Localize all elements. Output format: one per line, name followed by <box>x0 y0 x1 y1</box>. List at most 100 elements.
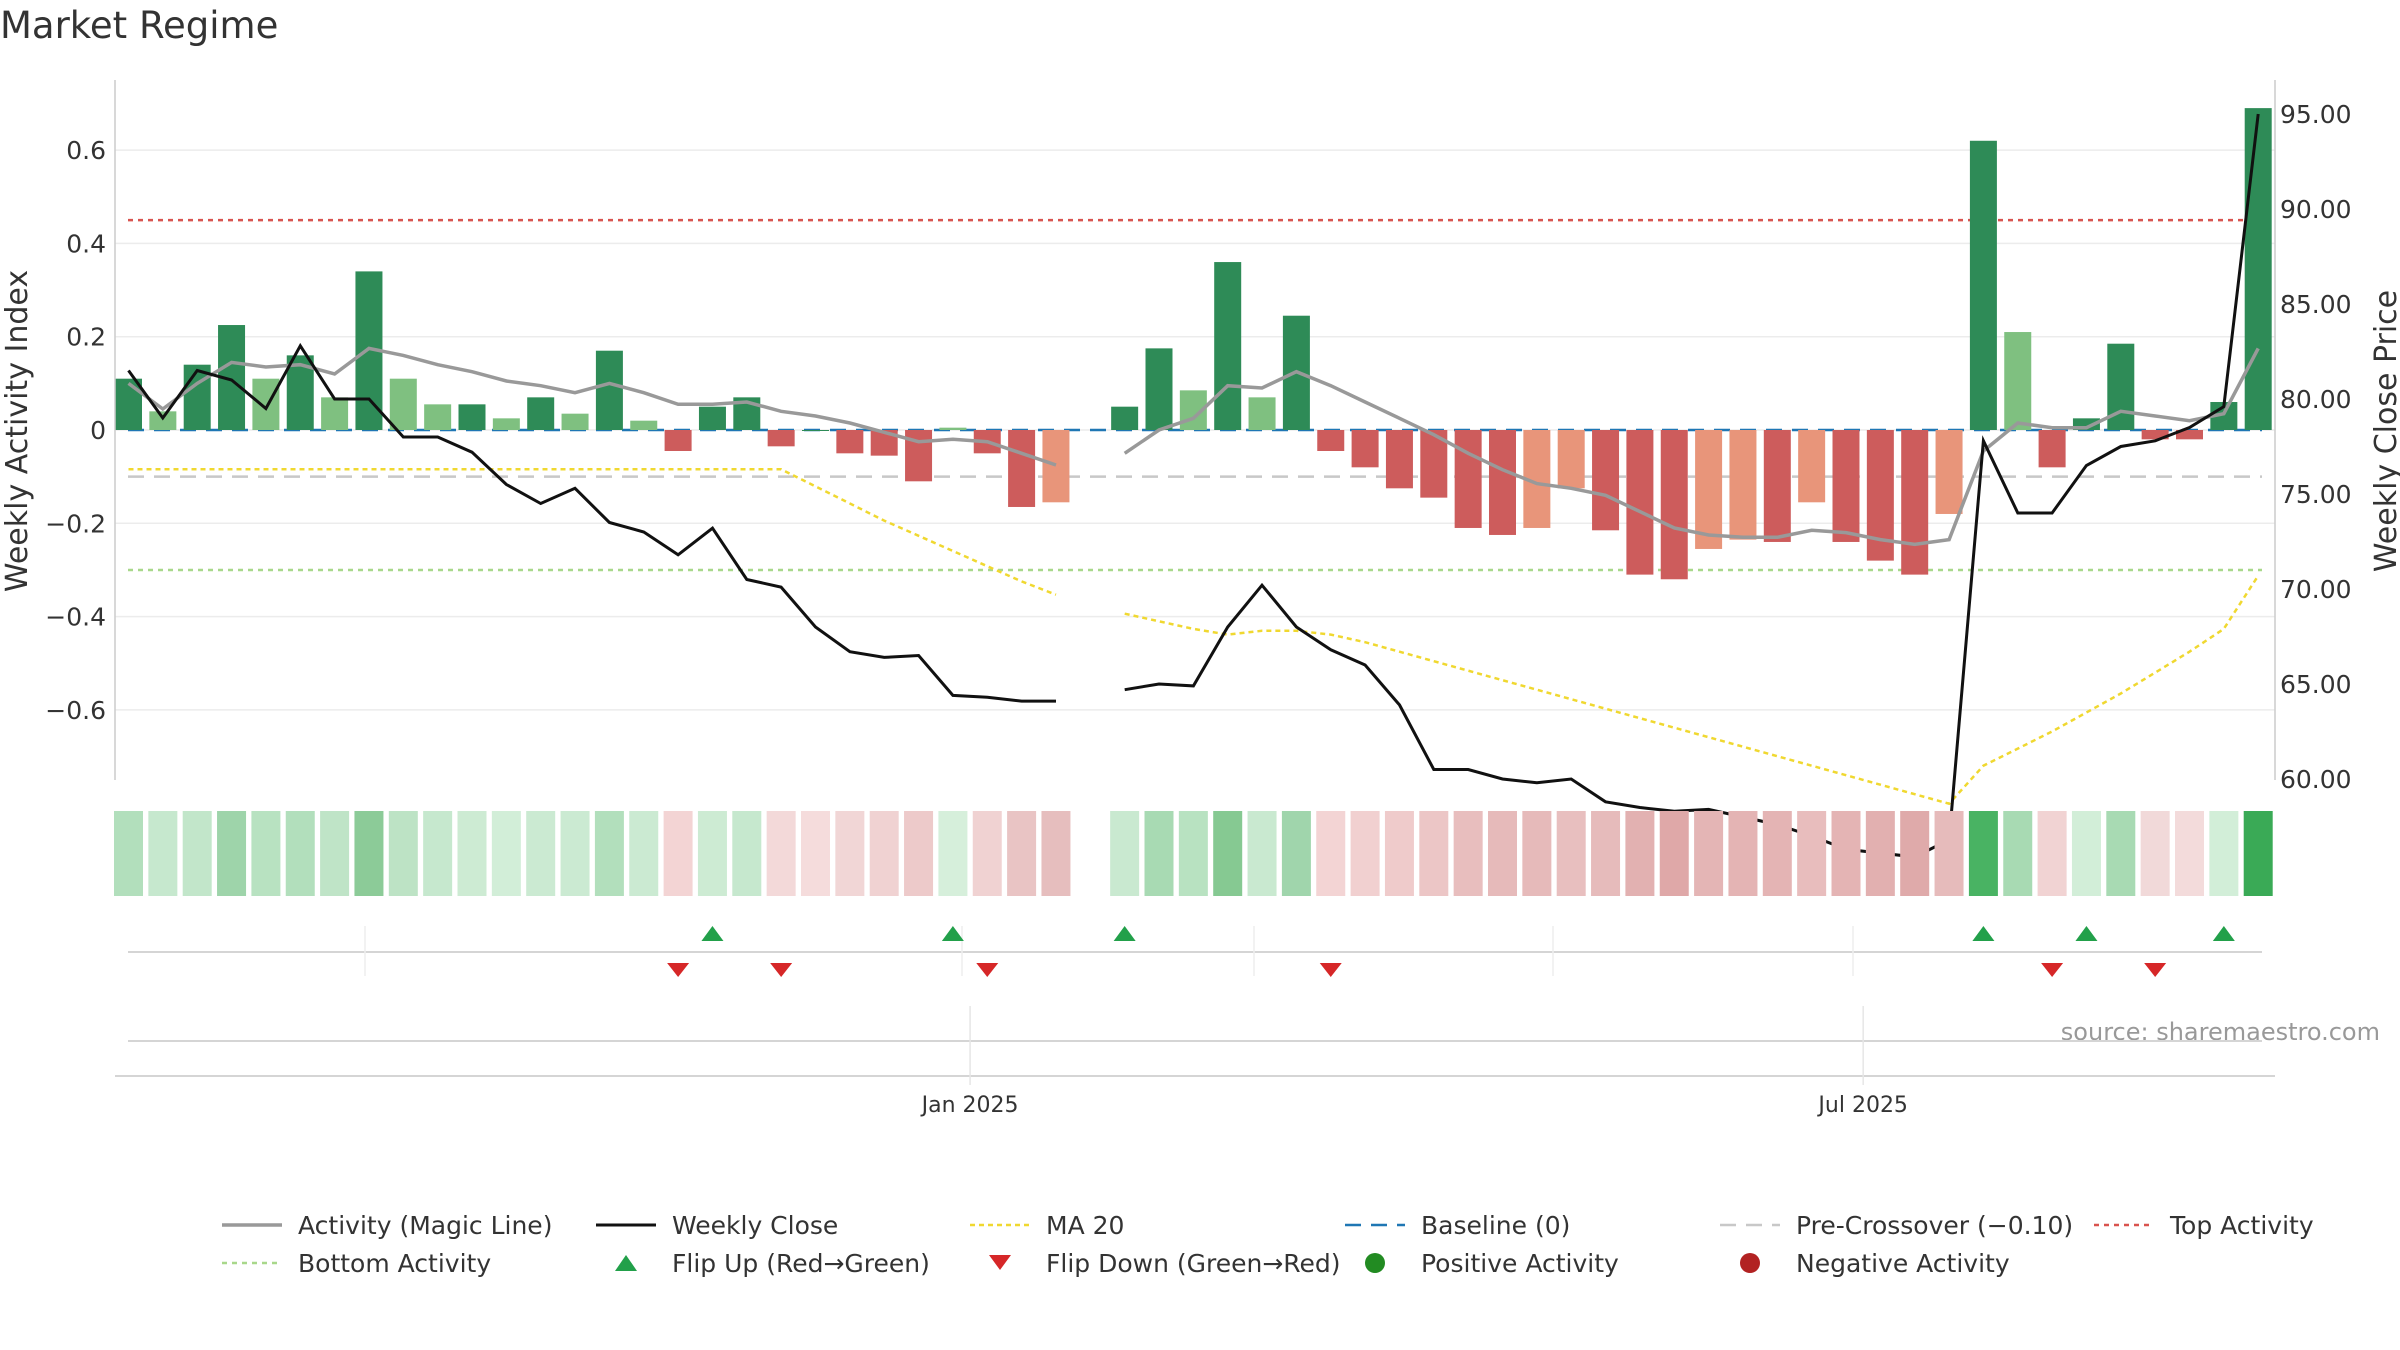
x-tick-label: Jul 2025 <box>1816 1093 1908 1118</box>
activity-bar-positive <box>149 411 177 430</box>
regime-cell <box>2037 811 2067 896</box>
activity-bar-negative <box>2176 430 2203 440</box>
activity-bar-negative <box>1592 430 1620 531</box>
activity-bar-positive <box>527 397 555 430</box>
regime-cell <box>1522 811 1552 896</box>
legend-key-line-pre <box>1720 1223 1780 1227</box>
activity-bar-positive <box>1969 140 1997 430</box>
legend-label: Positive Activity <box>1421 1248 1619 1278</box>
regime-cell <box>629 811 659 896</box>
regime-cell <box>251 811 281 896</box>
y2-tick-label: 90.00 <box>2280 195 2352 224</box>
flip-up-marker <box>1972 926 1995 941</box>
activity-bar-positive <box>1111 406 1139 430</box>
activity-bar-negative <box>2038 430 2066 468</box>
regime-cell <box>1350 811 1380 896</box>
activity-bars <box>115 108 2272 580</box>
activity-bar-positive <box>630 420 658 430</box>
legend-key-dot-neg <box>1740 1253 1760 1273</box>
regime-cell <box>2243 811 2273 896</box>
legend-item: Weekly Close <box>594 1207 838 1243</box>
y2-tick-label: 65.00 <box>2280 670 2352 699</box>
legend-item: Flip Up (Red→Green) <box>594 1245 930 1281</box>
legend-key-tri-up <box>615 1255 637 1271</box>
activity-bar-positive <box>1248 397 1276 430</box>
flip-markers-panel <box>128 926 2262 977</box>
activity-bar-positive <box>183 364 211 430</box>
regime-cell <box>1934 811 1964 896</box>
activity-bar-negative <box>1729 430 1757 540</box>
flip-down-marker <box>2041 963 2064 977</box>
regime-cell <box>1797 811 1827 896</box>
legend-key-dot-pos <box>1365 1253 1385 1273</box>
activity-bar-positive <box>1214 262 1242 430</box>
regime-cell <box>560 811 590 896</box>
activity-bar-positive <box>492 418 520 430</box>
flip-up-marker <box>2212 926 2235 941</box>
legend-label: Baseline (0) <box>1421 1210 1571 1240</box>
activity-bar-positive <box>595 350 623 430</box>
y-tick-label: −0.2 <box>45 509 106 538</box>
regime-cell <box>2209 811 2239 896</box>
legend-label: Top Activity <box>2170 1210 2314 1240</box>
y-tick-label: −0.4 <box>45 603 106 632</box>
y-tick-label: −0.6 <box>45 696 106 725</box>
legend-key-line-black <box>596 1223 656 1227</box>
weekly-close-line <box>1124 113 2260 859</box>
regime-cell <box>1178 811 1208 896</box>
activity-bar-negative <box>1798 430 1826 503</box>
activity-bar-positive <box>1145 348 1173 430</box>
regime-cell <box>320 811 350 896</box>
regime-cell <box>114 811 143 896</box>
regime-cell <box>1213 811 1243 896</box>
axes: 0.6 0.4 0.2 0 −0.2 −0.4 −0.6 95.00 90.00 85.00 80.… <box>45 80 2352 794</box>
regime-cell <box>1625 811 1655 896</box>
regime-cell <box>2106 811 2136 896</box>
chart-canvas: Market Regime Weekly Activity Index Week… <box>0 4 2400 1118</box>
activity-bar-negative <box>836 430 864 454</box>
regime-cell <box>1865 811 1895 896</box>
activity-bar-negative <box>1489 430 1516 535</box>
activity-bar-negative <box>1660 430 1688 580</box>
y-tick-label: 0 <box>90 416 106 445</box>
activity-bar-positive <box>321 397 349 430</box>
legend-key-line-top <box>2094 1223 2154 1227</box>
activity-bar-negative <box>1626 430 1654 575</box>
activity-bar-negative <box>1351 430 1379 468</box>
regime-cell <box>1247 811 1277 896</box>
legend-key-line-baseline <box>1345 1223 1405 1227</box>
regime-cell <box>663 811 693 896</box>
regime-cell <box>1659 811 1689 896</box>
regime-cell <box>2071 811 2101 896</box>
y-tick-label: 0.4 <box>66 229 106 258</box>
regime-cell <box>1968 811 1998 896</box>
legend-item: Negative Activity <box>1718 1245 2010 1281</box>
legend-key-line-gray <box>222 1223 282 1227</box>
activity-bar-positive <box>698 406 726 430</box>
series-lines <box>127 113 2260 859</box>
y2-tick-label: 75.00 <box>2280 480 2352 509</box>
activity-bar-negative <box>1042 430 1070 503</box>
regime-cell <box>938 811 968 896</box>
regime-cell <box>766 811 796 896</box>
legend-item: Activity (Magic Line) <box>220 1207 552 1243</box>
activity-bar-positive <box>2004 332 2032 430</box>
regime-cell <box>1144 811 1174 896</box>
magic-line <box>1123 347 2260 547</box>
activity-bar-positive <box>115 378 142 430</box>
regime-cell <box>1007 811 1037 896</box>
regime-cell <box>2175 811 2204 896</box>
activity-bar-negative <box>1317 430 1345 451</box>
flip-down-marker <box>770 963 793 977</box>
flip-down-marker <box>2144 963 2167 977</box>
activity-bar-positive <box>252 378 280 430</box>
y2-tick-label: 70.00 <box>2280 575 2352 604</box>
activity-bar-positive <box>458 404 486 430</box>
activity-bar-positive <box>939 427 967 430</box>
x-tick-label: Jan 2025 <box>920 1093 1019 1118</box>
regime-cell <box>1591 811 1621 896</box>
regime-cell <box>732 811 762 896</box>
regime-cell <box>1728 811 1758 896</box>
regime-cell <box>1316 811 1346 896</box>
